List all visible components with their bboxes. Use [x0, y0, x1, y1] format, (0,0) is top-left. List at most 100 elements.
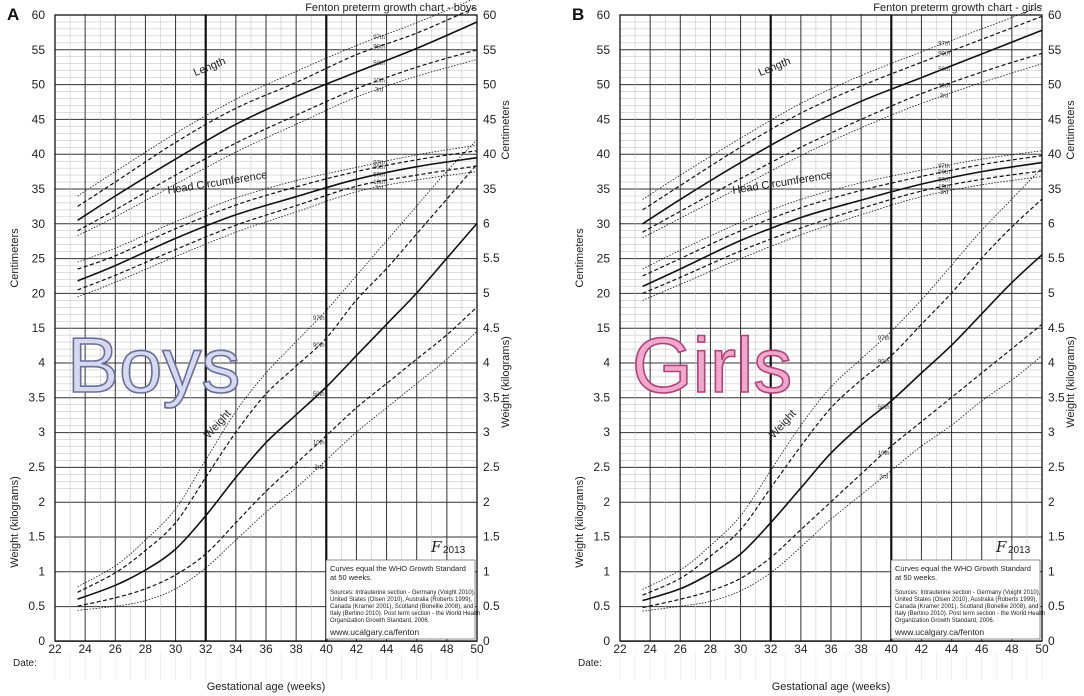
notes-line1: Curves equal the WHO Growth Standard — [330, 564, 466, 573]
x-tick-label: 28 — [139, 642, 153, 656]
big-sex-label: Boys — [67, 321, 240, 409]
notes-url: www.ucalgary.ca/fenton — [329, 627, 419, 637]
y-right-cm-tick-label: 50 — [483, 78, 497, 92]
percentile-label: 90th — [373, 45, 385, 51]
x-tick-label: 40 — [885, 642, 899, 656]
x-tick-label: 42 — [915, 642, 929, 656]
date-label: Date: — [13, 658, 37, 669]
x-tick-label: 32 — [199, 642, 213, 656]
y-right-kg-tick-label: 6 — [1048, 216, 1055, 230]
percentile-label: 97th — [938, 164, 950, 170]
percentile-label: 97th — [373, 35, 385, 41]
series-line-length-p50 — [77, 21, 478, 221]
y-kg-tick-label: 3.5 — [28, 390, 45, 404]
y-left-bottom-label: Weight (kilograms) — [574, 476, 586, 568]
y-right-kg-tick-label: 5.5 — [483, 251, 500, 265]
y-right-kg-tick-label: 2 — [1048, 495, 1055, 509]
y-right-kg-tick-label: 1 — [1048, 564, 1055, 578]
x-tick-label: 28 — [704, 642, 718, 656]
y-right-bottom-label: Weight (kilograms) — [1065, 336, 1077, 428]
percentile-label: 10th — [938, 84, 950, 90]
x-tick-label: 44 — [380, 642, 394, 656]
series-line-head-circumference-p90 — [77, 150, 478, 270]
percentile-label: 50th — [878, 405, 890, 411]
y-kg-tick-label: 1 — [603, 564, 610, 578]
curve-label-length: Length — [757, 55, 793, 79]
curve-label-head-circumference: Head Circumference — [167, 169, 269, 197]
plot-border — [54, 14, 478, 642]
percentile-label: 10th — [313, 441, 325, 447]
y-kg-tick-label: 2 — [38, 495, 45, 509]
percentile-label: 3rd — [375, 185, 384, 191]
series-line-length-p50 — [642, 29, 1043, 225]
series-line-weight-p50 — [77, 222, 478, 600]
series-line-weight-p90 — [77, 163, 478, 593]
y-kg-tick-label: 0 — [603, 634, 610, 648]
y-right-bottom-label: Weight (kilograms) — [500, 336, 512, 428]
series-line-length-p90 — [77, 6, 478, 207]
percentile-label: 90th — [313, 343, 325, 349]
y-right-kg-tick-label: 3 — [483, 425, 490, 439]
notes-box — [890, 559, 1041, 640]
y-right-kg-tick-label: 2 — [483, 495, 490, 509]
percentile-label: 10th — [373, 180, 385, 186]
y-right-cm-tick-label: 55 — [1048, 43, 1062, 57]
fenton-logo-year: 2013 — [443, 545, 466, 556]
notes-source-line: Sources: Intrauterine section - Germany … — [895, 590, 1041, 596]
notes-source-line: Canada (Kramer 2001), Scotland (Bonellie… — [895, 604, 1038, 610]
y-kg-tick-label: 1.5 — [28, 530, 45, 544]
percentile-label: 97th — [313, 316, 325, 322]
y-right-kg-tick-label: 4.5 — [1048, 321, 1065, 335]
chart-title: Fenton preterm growth chart - boys — [305, 2, 477, 14]
y-cm-tick-label: 35 — [597, 182, 611, 196]
x-tick-label: 22 — [48, 642, 62, 656]
series-line-length-p3 — [642, 63, 1043, 239]
percentile-label: 50th — [938, 67, 950, 73]
series-line-length-p97 — [77, 0, 473, 197]
series-line-head-circumference-p10 — [77, 165, 478, 291]
x-tick-label: 44 — [945, 642, 959, 656]
y-cm-tick-label: 60 — [32, 8, 46, 22]
notes-source-line: Italy (Bertino 2010). Post term section … — [330, 611, 480, 617]
y-cm-tick-label: 30 — [32, 217, 46, 231]
percentile-label: 50th — [373, 173, 385, 179]
chart-panel-a: Date: A Fenton preterm growth chart - boys… — [7, 0, 512, 693]
percentile-label: 50th — [373, 61, 385, 67]
chart-title: Fenton preterm growth chart - girls — [873, 2, 1042, 14]
x-tick-label: 30 — [169, 642, 183, 656]
series-line-length-p97 — [642, 5, 1043, 200]
notes-box — [325, 559, 476, 640]
y-kg-tick-label: 3 — [38, 425, 45, 439]
series-line-head-circumference-p50 — [642, 161, 1043, 288]
y-right-kg-tick-label: 5 — [1048, 286, 1055, 300]
notes-source-line: United States (Olsen 2010), Australia (R… — [330, 597, 472, 603]
x-tick-label: 48 — [1005, 642, 1019, 656]
series-line-weight-p97 — [642, 167, 1043, 590]
y-right-cm-tick-label: 45 — [483, 112, 497, 126]
y-right-cm-tick-label: 60 — [1048, 8, 1062, 22]
y-kg-tick-label: 1.5 — [593, 530, 610, 544]
y-cm-tick-label: 55 — [597, 43, 611, 57]
percentile-label: 3rd — [879, 475, 888, 481]
notes-line1: Curves equal the WHO Growth Standard — [895, 564, 1031, 573]
y-cm-tick-label: 40 — [32, 147, 46, 161]
notes-source-line: Organization Growth Standard, 2006. — [895, 618, 995, 624]
plot-border — [619, 14, 1043, 642]
percentile-label: 10th — [373, 79, 385, 85]
series-line-weight-p50 — [642, 254, 1043, 602]
y-kg-tick-label: 0 — [38, 634, 45, 648]
percentile-label: 3rd — [314, 465, 323, 471]
series-line-weight-p97 — [77, 139, 478, 588]
x-tick-label: 38 — [289, 642, 303, 656]
y-kg-tick-label: 4 — [38, 356, 45, 370]
percentile-label: 3rd — [940, 190, 949, 196]
y-cm-tick-label: 15 — [597, 321, 611, 335]
x-tick-label: 48 — [440, 642, 454, 656]
y-kg-tick-label: 2.5 — [28, 460, 45, 474]
panel-letter: B — [572, 5, 584, 24]
y-left-top-label: Centimeters — [9, 228, 21, 288]
y-right-kg-tick-label: 4 — [1048, 356, 1055, 370]
fenton-logo: F — [995, 538, 1007, 556]
notes-source-line: Italy (Bertino 2010). Post term section … — [895, 611, 1045, 617]
